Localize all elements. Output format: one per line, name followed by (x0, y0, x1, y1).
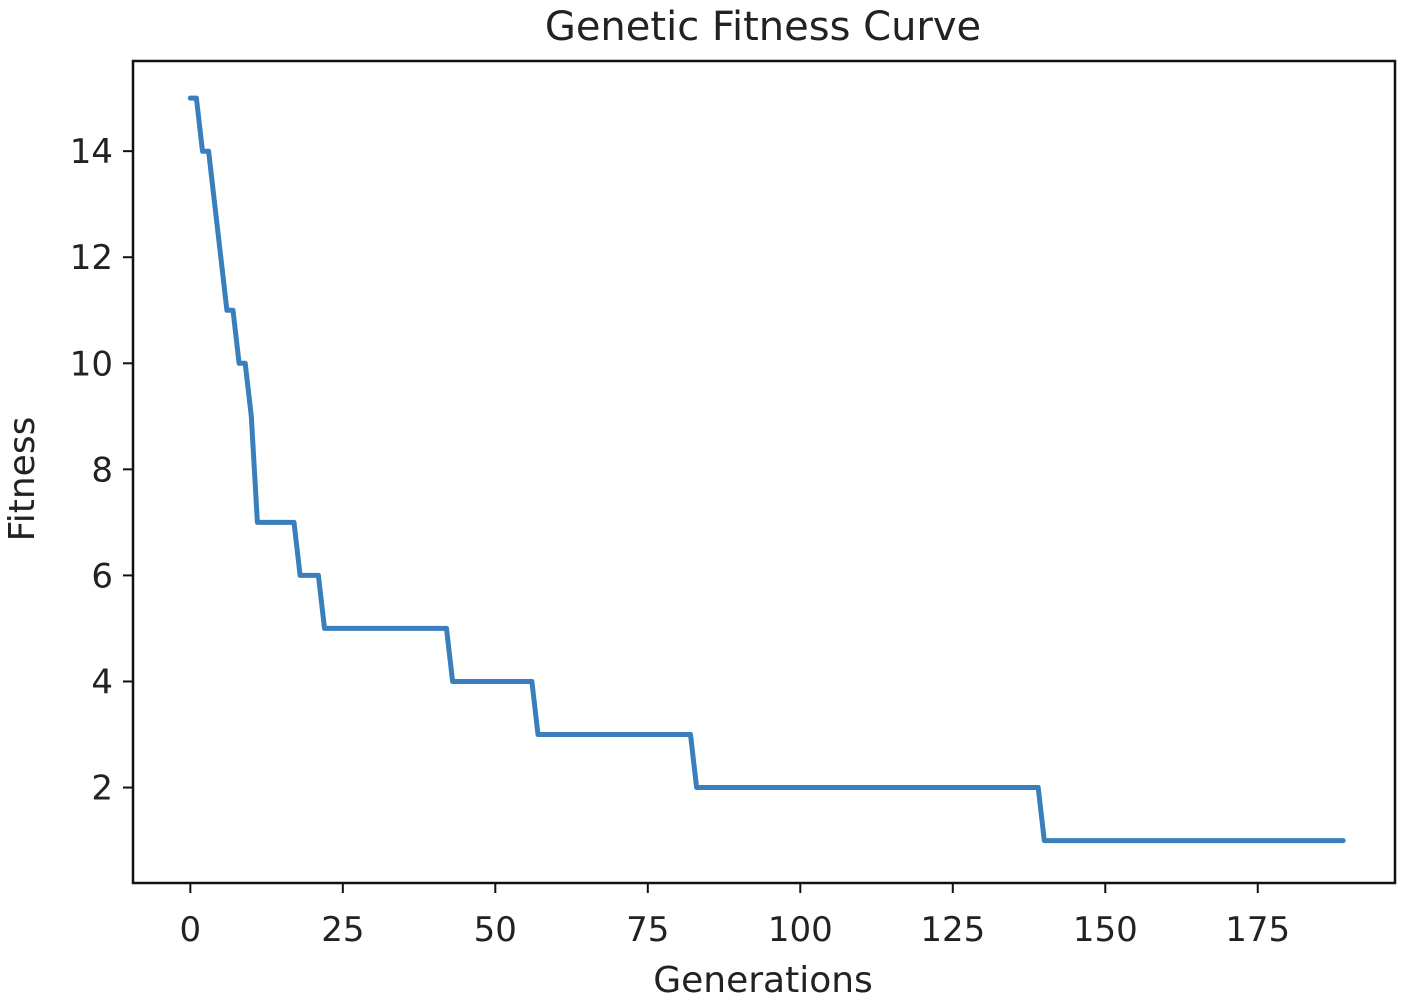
y-tick-label: 4 (91, 662, 113, 702)
x-axis-title: Generations (653, 960, 873, 998)
y-tick-label: 6 (91, 556, 113, 596)
x-tick-label: 0 (180, 910, 202, 950)
plot-area: 0 25 50 75 100 125 150 175 2 4 6 8 10 12 14 (70, 59, 1397, 950)
fitness-series-line (187, 95, 1346, 844)
x-tick-label: 150 (1073, 910, 1138, 950)
y-tick-label: 14 (70, 132, 113, 172)
y-tick-label: 12 (70, 238, 113, 278)
x-tick-label: 125 (920, 910, 985, 950)
chart-title: Genetic Fitness Curve (545, 4, 981, 50)
x-tick-label: 25 (321, 910, 364, 950)
y-tick-label: 2 (91, 769, 113, 809)
x-tick-label: 50 (474, 910, 517, 950)
y-axis-title: Fitness (2, 417, 43, 542)
plot-frame (131, 59, 1397, 885)
x-tick-label: 100 (768, 910, 833, 950)
x-tick-label: 75 (626, 910, 669, 950)
y-tick-label: 10 (70, 344, 113, 384)
y-tick-label: 8 (91, 450, 113, 490)
x-tick-label: 175 (1225, 910, 1290, 950)
